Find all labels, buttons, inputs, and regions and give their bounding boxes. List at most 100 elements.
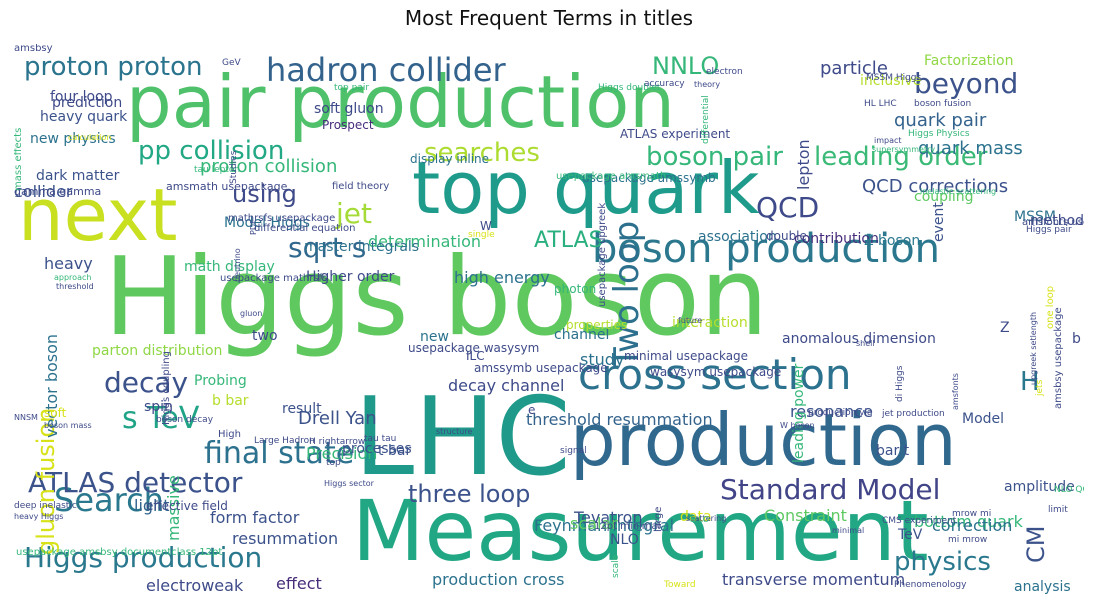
word-cloud-term: Model Higgs [224,215,310,231]
word-cloud-term: high energy [454,268,550,287]
word-cloud-term: Measurement [352,482,929,580]
word-cloud-term: boson production [592,226,941,272]
word-cloud-term: W boson [780,421,815,430]
word-cloud-term: NNSM [14,413,38,422]
word-cloud-term: resummation [232,529,339,548]
word-cloud-term: mi mrow [948,535,988,545]
word-cloud-term: beyond [914,67,1019,100]
word-cloud-term: quark mass [918,138,1023,159]
word-cloud-term: usepackage mathrsfs [220,273,328,284]
word-cloud: Higgs boson pair production LHC Measurement… [14,44,1084,600]
word-cloud-term: determination [368,232,482,251]
word-cloud-term: threshold resummation [526,410,713,429]
word-cloud-term: study [580,350,625,369]
word-cloud-term: usepackage amsmath [556,171,667,182]
word-cloud-term: four loop [50,89,113,105]
word-cloud-term: jet production [882,409,945,419]
word-cloud-term: association [698,229,777,245]
word-cloud-term: ATLAS experiment [620,127,731,141]
word-cloud-term: amsfonts [951,373,960,410]
word-cloud-term: inelastic scattering [920,187,997,196]
word-cloud-term: Z boson [864,233,921,249]
word-cloud-term: effect [276,574,322,593]
word-cloud-term: production cross [432,570,565,589]
word-cloud-term: Tevatron [574,508,643,527]
word-cloud-term: di Higgs [895,365,905,402]
word-cloud-term: processes [342,441,412,457]
word-cloud-term: amsmath usepackage [166,180,288,193]
word-cloud-term: pair production [126,60,675,144]
word-cloud-term: scalar [570,514,618,533]
word-cloud-term: double [766,229,807,243]
word-cloud-term: Phenomenology [894,580,967,590]
word-cloud-term: scattering [686,514,727,523]
word-cloud-term: accuracy [644,79,685,89]
word-cloud-term: amsbsy [14,44,53,54]
word-cloud-term: Higgs sector [324,479,374,488]
word-cloud-term: data [680,509,712,525]
word-cloud-term: properties [566,318,628,332]
word-cloud-term: mrow mi [952,509,992,519]
word-cloud-term: approach [54,273,92,282]
word-cloud-term: boson decay [156,415,214,425]
word-cloud-term: production via [808,408,873,418]
word-cloud-term: jet [336,197,372,230]
word-cloud-term: Higgs production [24,541,263,574]
word-cloud-term: cross section [578,350,852,399]
word-cloud-term: contribution [794,231,879,247]
word-cloud-term: amplitude [1004,479,1075,495]
word-cloud-term: theory [694,80,721,89]
word-cloud-term: boson pair [646,142,783,172]
word-cloud-term: single [468,230,495,240]
word-cloud-term: Higgs coupling [161,351,172,425]
word-cloud-term: Higgs boson [104,235,769,360]
word-cloud-term: Toward [664,580,696,590]
word-cloud-term: Precision [306,444,378,463]
word-cloud-term: limit [1048,505,1068,515]
word-cloud-term: electroweak [146,576,244,595]
word-cloud-term: leading power [791,363,807,463]
word-cloud-term: Standard Model [720,473,941,506]
word-cloud-term: result [282,401,322,417]
word-cloud-term: Two loop [607,220,647,368]
word-cloud-term: ATLAS [534,228,603,253]
word-cloud-term: field theory [332,181,390,192]
word-cloud-term: new [420,329,449,345]
word-cloud-term: photon [554,282,597,296]
word-cloud-term: transverse momentum [722,570,906,589]
word-cloud-term: bottom quark [914,512,1023,531]
word-cloud-term: Studies [229,150,239,184]
word-cloud-term: gluon [240,309,263,318]
word-cloud-term: large [653,506,664,532]
word-cloud-term: decay channel [448,376,565,395]
word-cloud-term: Drell Yan [298,408,377,429]
word-cloud-term: Z [1000,320,1010,336]
word-cloud-term: top pair [334,83,370,93]
word-cloud-term: method [1030,213,1084,229]
word-cloud-term: CM [1022,525,1050,563]
word-cloud-term: lepton [794,139,813,190]
word-cloud-term: light [134,496,170,515]
word-cloud-term: calculation [68,133,112,142]
word-cloud-term: soft gluon [314,101,384,117]
word-cloud-term: NLO QCD [1054,485,1084,495]
word-cloud-term: boson fusion [914,99,972,109]
word-cloud-term: using [232,180,297,208]
word-cloud-term: electron [706,67,743,77]
chart-title: Most Frequent Terms in titles [404,6,694,30]
word-cloud-term: b bar [212,393,249,409]
word-cloud-term: threshold [56,282,94,291]
word-cloud-term: physics [894,547,991,577]
word-cloud-term: event [931,202,947,242]
word-cloud-term: Feynman integral [534,516,675,535]
word-cloud-term: bar t [876,443,910,459]
word-cloud-term: minimal [832,526,865,535]
word-cloud-term: coupling [914,189,974,205]
word-cloud-term: anomalous dimension [782,331,936,347]
word-cloud-term: N LO [690,515,709,524]
word-cloud-term: correction [932,516,1013,535]
word-cloud-term: usepackage amsbsy documentclass 12pt [16,547,223,558]
word-cloud-term: interaction [672,315,748,331]
word-cloud-term: channel [554,327,610,343]
word-cloud-term: parton distribution [92,343,223,359]
